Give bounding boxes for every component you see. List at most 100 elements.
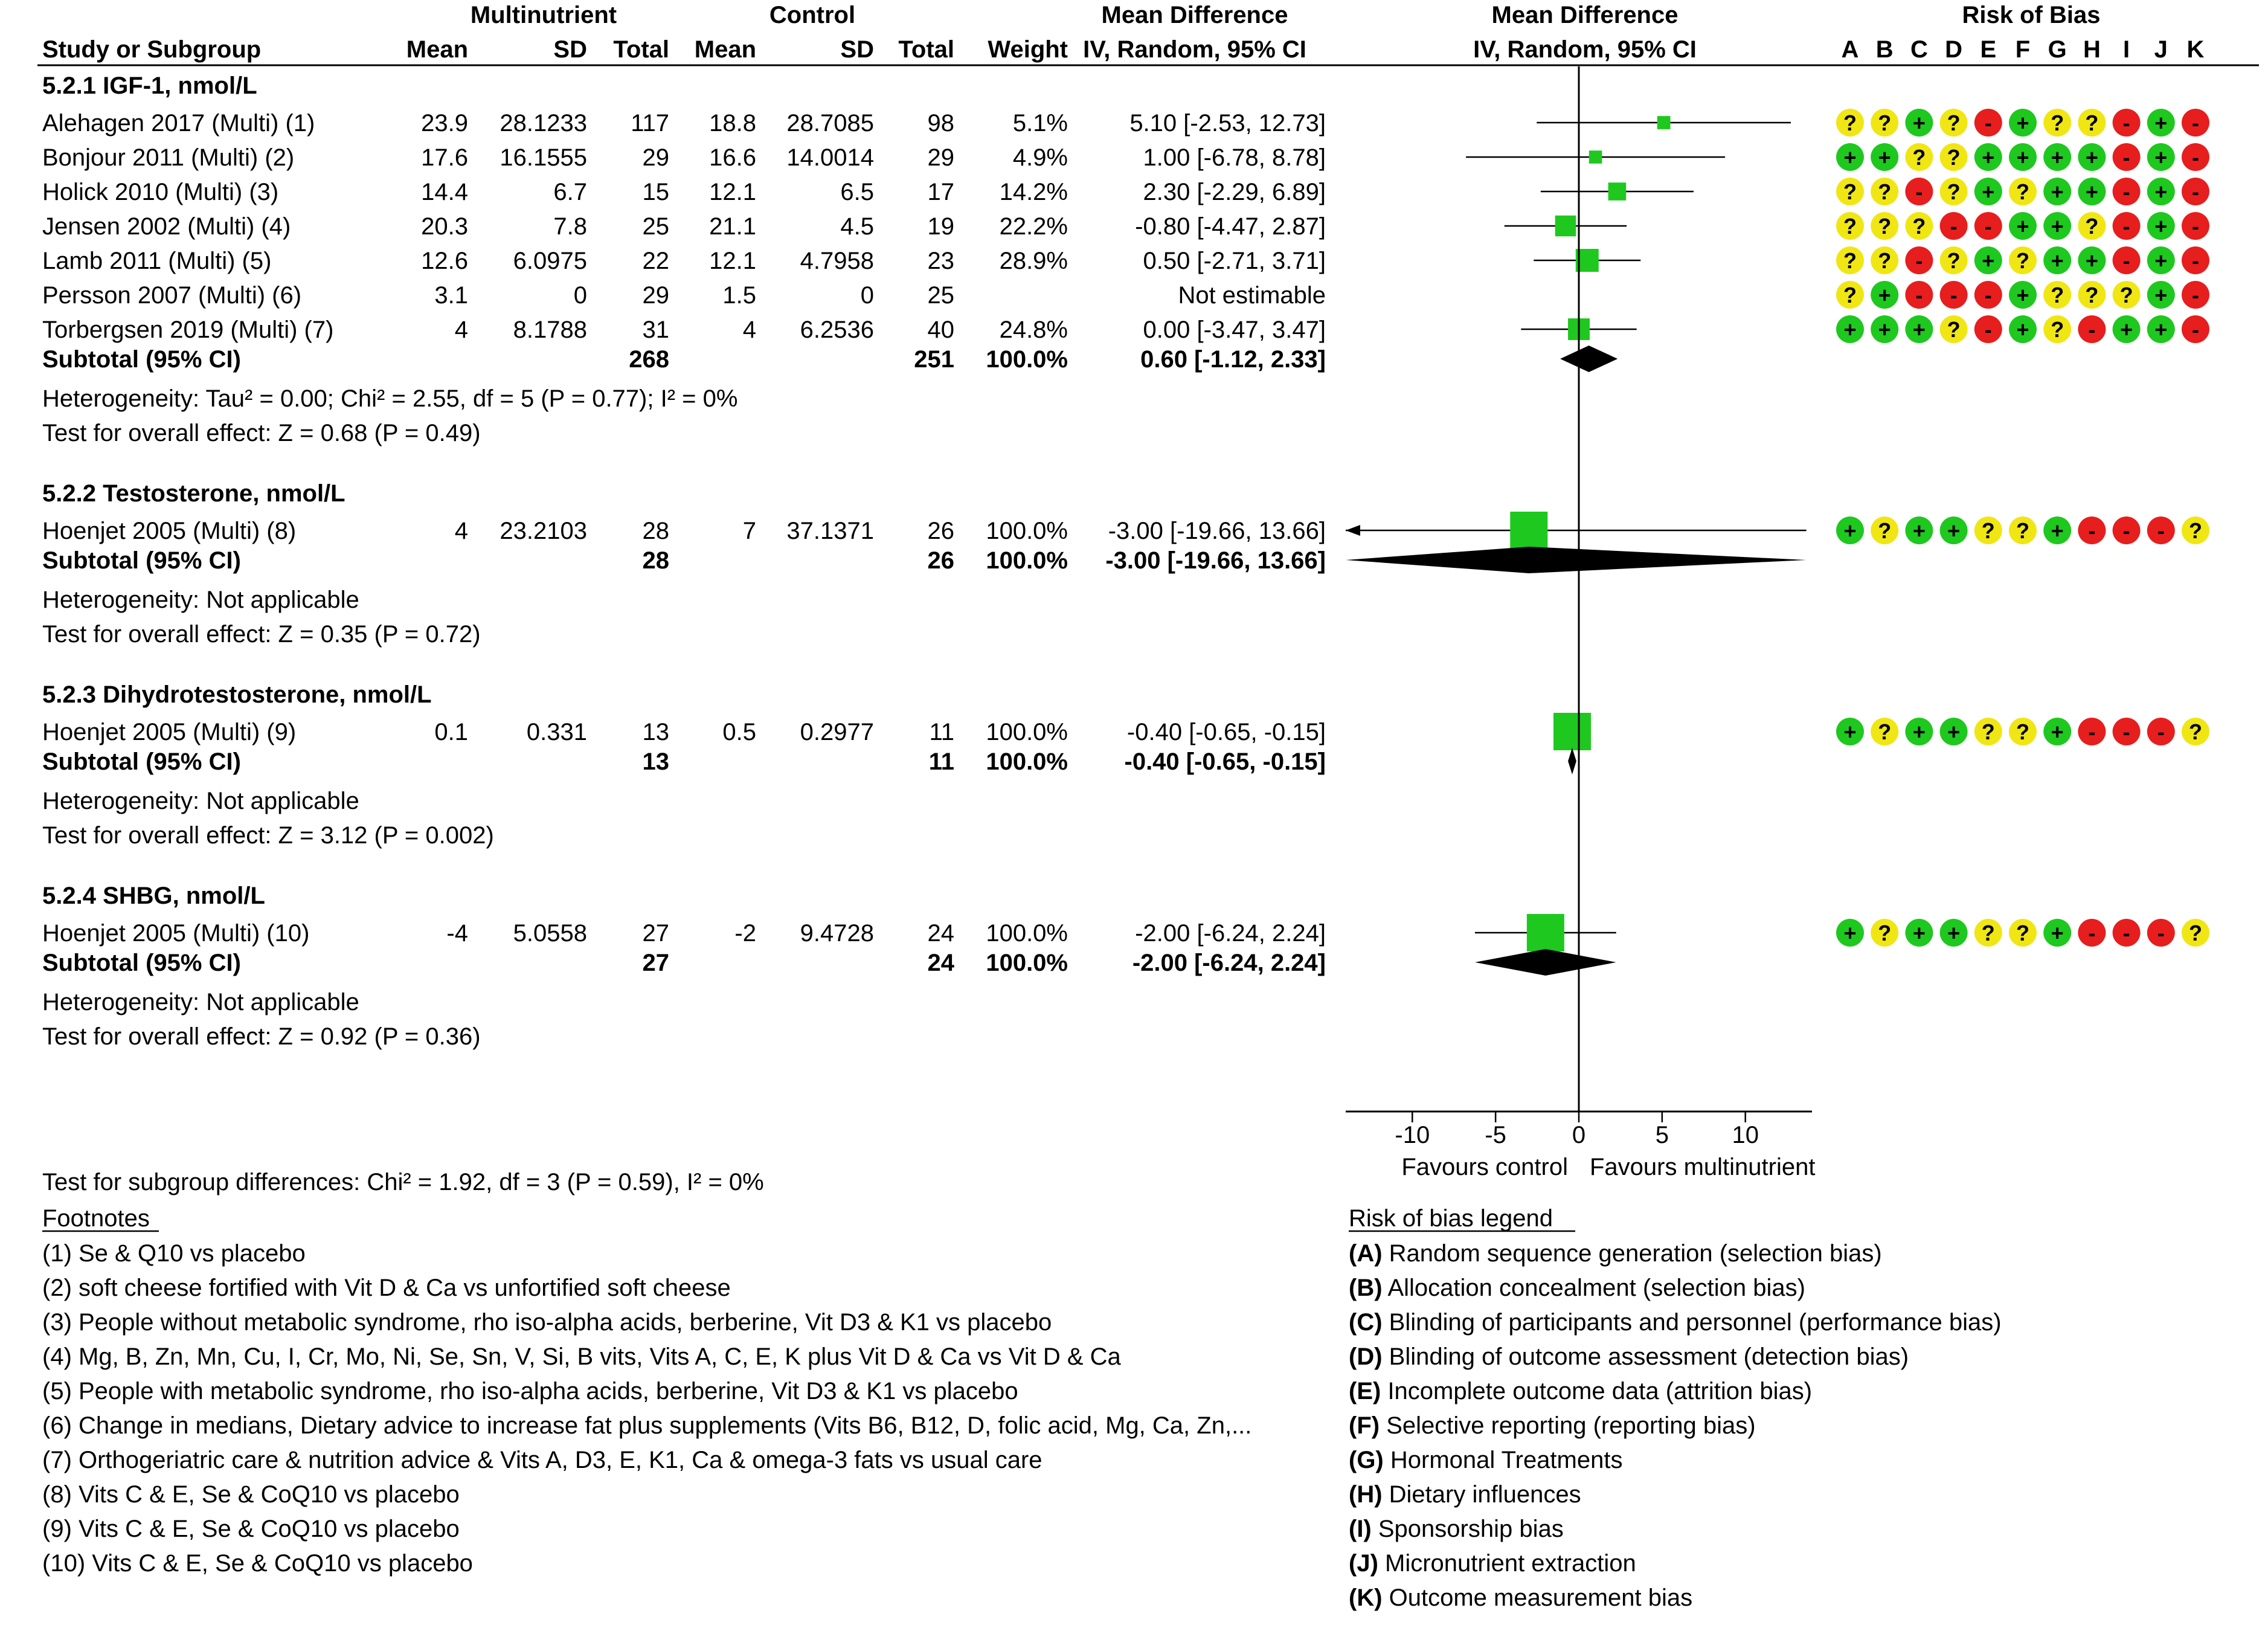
rob-symbol: + xyxy=(2016,283,2029,307)
multinutrient-sd: 0.331 xyxy=(527,719,587,745)
sd1-column-header: SD xyxy=(553,36,587,63)
rob-dot-F xyxy=(2009,919,2037,947)
rob-dot-F xyxy=(2009,281,2037,309)
control-total: 29 xyxy=(928,144,955,171)
rob-symbol: - xyxy=(2123,518,2130,543)
rob-symbol: + xyxy=(2154,248,2167,273)
study-weight: 5.1% xyxy=(1013,110,1068,137)
rob-dot-A xyxy=(1836,516,1864,544)
study-row: Lamb 2011 (Multi) (5) 12.6 6.0975 22 12.1 4.7… xyxy=(42,246,2209,274)
rob-symbol: ? xyxy=(1878,921,1891,945)
rob-symbol: - xyxy=(2157,921,2165,945)
rob-symbol: ? xyxy=(2016,179,2029,204)
rob-dot-A xyxy=(1836,919,1864,947)
rob-legend-item: (H) Dietary influences xyxy=(1349,1481,1581,1508)
footnote-item: (4) Mg, B, Zn, Mn, Cu, I, Cr, Mo, Ni, Se… xyxy=(42,1343,1122,1370)
study-name: Alehagen 2017 (Multi) (1) xyxy=(42,110,315,137)
rob-dot-D xyxy=(1939,919,1968,947)
rob-dot-F xyxy=(2009,718,2037,745)
x-tick-label: 10 xyxy=(1732,1122,1759,1148)
rob-symbol: ? xyxy=(1982,518,1995,543)
rob-dot-C xyxy=(1905,109,1933,137)
control-total: 40 xyxy=(928,317,955,343)
rob-symbol: + xyxy=(2051,921,2064,945)
point-estimate-square xyxy=(1553,713,1591,750)
rob-symbol: - xyxy=(1950,283,1958,307)
rob-symbol: + xyxy=(1878,283,1891,307)
study-weight: 100.0% xyxy=(986,518,1068,544)
control-mean: 12.1 xyxy=(709,248,756,274)
rob-dot-D xyxy=(1939,281,1968,309)
subtotal-label: Subtotal (95% CI) xyxy=(42,547,241,574)
study-name: Hoenjet 2005 (Multi) (10) xyxy=(42,920,309,947)
rob-dot-F xyxy=(2009,178,2037,205)
multinutrient-sd: 5.0558 xyxy=(513,920,587,947)
rob-dot-K xyxy=(2182,718,2209,745)
rob-legend-text: Micronutrient extraction xyxy=(1378,1550,1636,1577)
rob-dot-B xyxy=(1871,919,1899,947)
x-tick-label: 0 xyxy=(1572,1122,1585,1148)
plot-method-header: IV, Random, 95% CI xyxy=(1473,36,1697,63)
study-name: Persson 2007 (Multi) (6) xyxy=(42,282,301,309)
rob-legend-item: (I) Sponsorship bias xyxy=(1349,1516,1564,1542)
rob-dot-H xyxy=(2078,718,2106,745)
rob-legend-letter: (E) xyxy=(1349,1378,1381,1404)
rob-symbol: + xyxy=(2051,248,2064,273)
subgroup-title: 5.2.2 Testosterone, nmol/L xyxy=(42,480,345,507)
study-name: Torbergsen 2019 (Multi) (7) xyxy=(42,317,333,343)
rob-symbol: - xyxy=(1915,283,1923,307)
control-total: 24 xyxy=(928,920,955,947)
rob-domain-letter-J: J xyxy=(2154,36,2168,63)
rob-symbol: + xyxy=(2154,179,2167,204)
rob-dot-C xyxy=(1905,281,1933,309)
rob-symbol: - xyxy=(1915,179,1923,204)
study-ci-text: -2.00 [-6.24, 2.24] xyxy=(1135,920,1326,947)
rob-dot-I xyxy=(2112,516,2141,544)
point-estimate-square xyxy=(1510,512,1548,549)
control-mean: 0.5 xyxy=(722,719,756,745)
study-row: Hoenjet 2005 (Multi) (8) 4 23.2103 28 7 37.13… xyxy=(42,512,2209,549)
rob-legend-letter: (C) xyxy=(1349,1309,1383,1336)
control-sd: 9.4728 xyxy=(800,920,874,947)
rob-dot-A xyxy=(1836,718,1864,745)
subgroup-differences-test: Test for subgroup differences: Chi² = 1.… xyxy=(42,1169,764,1195)
rob-symbol: + xyxy=(2016,111,2029,135)
pooled-estimate-diamond xyxy=(1568,748,1576,774)
rob-symbol: + xyxy=(1843,518,1856,543)
rob-symbol: ? xyxy=(1843,214,1857,239)
rob-dot-K xyxy=(2182,178,2209,205)
rob-symbol: - xyxy=(2192,111,2199,135)
rob-symbol: - xyxy=(2123,921,2130,945)
control-sd: 6.5 xyxy=(840,179,874,205)
multinutrient-total: 27 xyxy=(643,920,670,947)
rob-dot-J xyxy=(2147,281,2175,309)
rob-dot-J xyxy=(2147,109,2175,137)
rob-dot-F xyxy=(2009,212,2037,240)
total2-column-header: Total xyxy=(898,36,954,63)
rob-dot-E xyxy=(1974,246,2002,274)
heterogeneity-text: Heterogeneity: Not applicable xyxy=(42,788,359,814)
footnote-item: (6) Change in medians, Dietary advice to… xyxy=(42,1412,1251,1439)
multinutrient-sd: 23.2103 xyxy=(500,518,587,544)
rob-dot-B xyxy=(1871,109,1899,137)
rob-domain-letter-H: H xyxy=(2083,36,2101,63)
rob-symbol: ? xyxy=(2085,283,2098,307)
rob-dot-K xyxy=(2182,143,2209,171)
rob-dot-C xyxy=(1905,516,1933,544)
heterogeneity-text: Heterogeneity: Not applicable xyxy=(42,989,359,1015)
ci-arrow-left xyxy=(1346,525,1360,536)
rob-symbol: ? xyxy=(1947,145,1961,170)
rob-dot-B xyxy=(1871,143,1899,171)
rob-dot-F xyxy=(2009,246,2037,274)
rob-dot-A xyxy=(1836,143,1864,171)
rob-symbol: - xyxy=(2157,518,2165,543)
rob-legend-text: Sponsorship bias xyxy=(1372,1516,1564,1542)
rob-symbol: + xyxy=(2016,317,2029,342)
study-ci-text: -3.00 [-19.66, 13.66] xyxy=(1108,518,1326,544)
subtotal-multinutrient-total: 13 xyxy=(643,748,670,775)
subgroup-1: 5.2.1 IGF-1, nmol/L Alehagen 2017 (Multi)… xyxy=(42,72,2209,446)
rob-legend-text: Allocation concealment (selection bias) xyxy=(1383,1275,1805,1301)
multinutrient-sd: 16.1555 xyxy=(500,144,587,171)
study-row: Torbergsen 2019 (Multi) (7) 4 8.1788 31 4 6.2… xyxy=(42,315,2209,343)
multinutrient-mean: 4 xyxy=(455,518,468,544)
